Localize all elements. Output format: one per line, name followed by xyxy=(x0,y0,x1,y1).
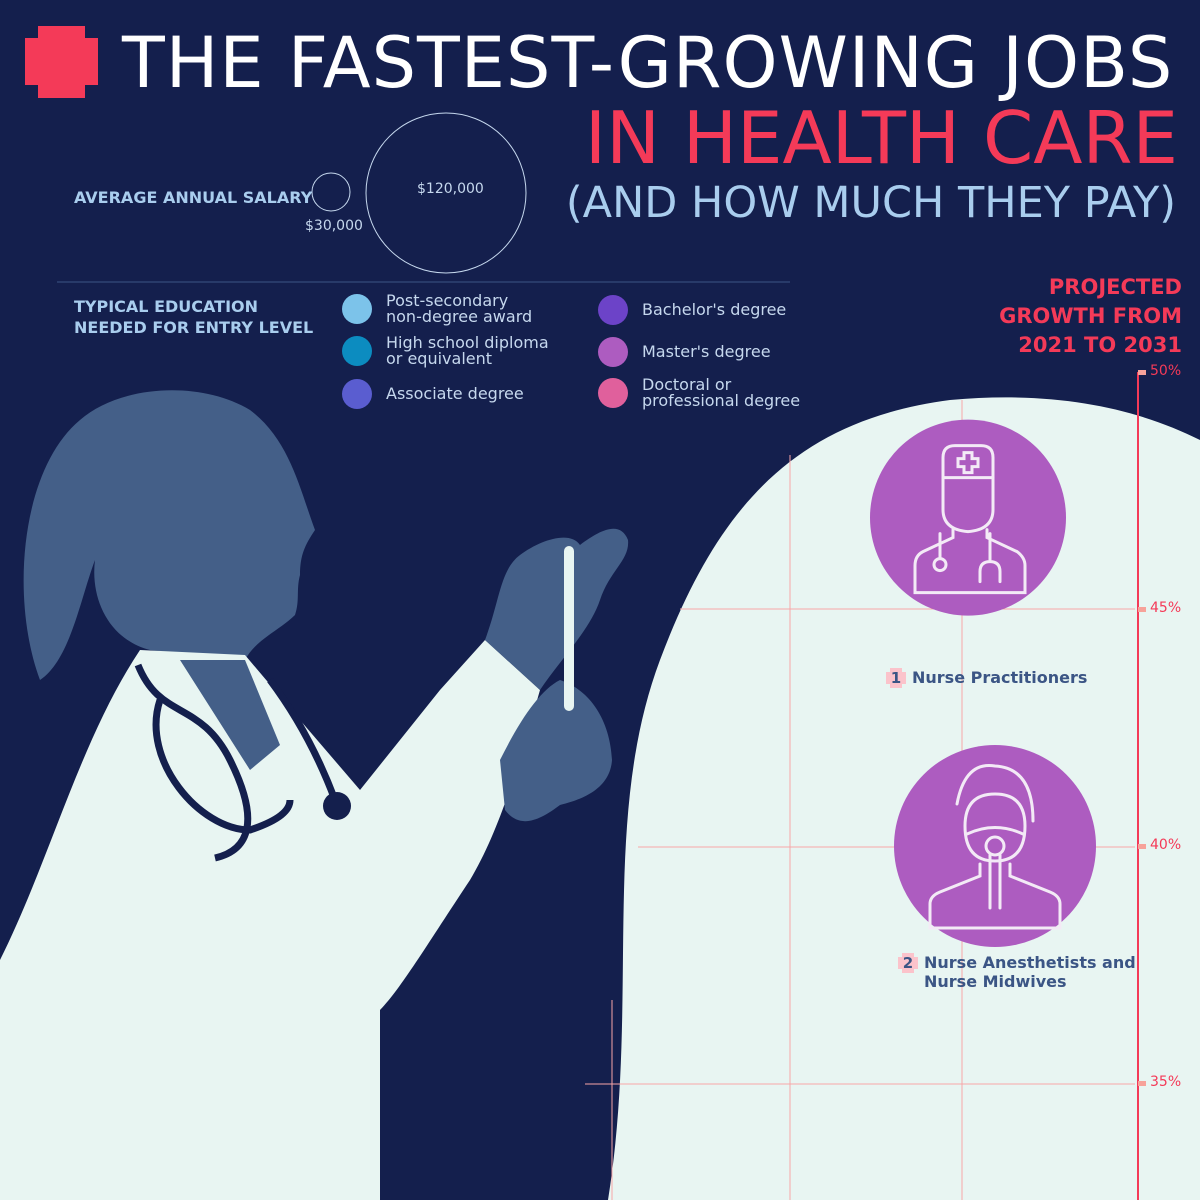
job-label: 2 Nurse Anesthetists and Nurse Midwives xyxy=(898,953,1136,991)
legend-text: Master's degree xyxy=(642,342,771,361)
y-tick-label: 35% xyxy=(1150,1074,1182,1090)
legend-dot xyxy=(342,379,372,409)
medical-cross-icon xyxy=(25,26,98,98)
legend-item-associate: Associate degree xyxy=(342,379,524,409)
title-line-1: THE FASTEST-GROWING JOBS xyxy=(122,22,1174,104)
nurse-silhouette xyxy=(0,390,629,1200)
job-name-line2: Nurse Midwives xyxy=(924,972,1067,991)
rank-badge: 1 xyxy=(886,668,906,688)
legend-text: High school diploma xyxy=(386,333,549,352)
job-bubble xyxy=(870,419,1066,616)
legend-dot xyxy=(598,378,628,408)
thermometer-stick xyxy=(564,546,574,711)
y-tick-mark xyxy=(1138,370,1146,375)
education-label-line1: TYPICAL EDUCATION xyxy=(74,297,259,316)
legend-text: Doctoral or xyxy=(642,375,732,394)
salary-small-label: $30,000 xyxy=(305,218,363,234)
legend-dot xyxy=(342,336,372,366)
legend-text: Post-secondary xyxy=(386,291,509,310)
rank-badge: 2 xyxy=(898,953,918,973)
legend-item-high-school: High school diploma or equivalent xyxy=(342,335,549,367)
salary-circle-large xyxy=(365,112,527,274)
legend-item-bachelors: Bachelor's degree xyxy=(598,295,786,325)
y-tick-label: 50% xyxy=(1150,363,1182,379)
title-line-2: IN HEALTH CARE xyxy=(584,96,1178,180)
legend-text: Associate degree xyxy=(386,384,524,403)
legend-item-masters: Master's degree xyxy=(598,337,771,367)
legend-item-post-secondary: Post-secondary non-degree award xyxy=(342,293,532,325)
job-label: 1 Nurse Practitioners xyxy=(886,668,1087,688)
legend-dot xyxy=(598,295,628,325)
chart-panel xyxy=(608,397,1200,1200)
education-legend-label: TYPICAL EDUCATION NEEDED FOR ENTRY LEVEL xyxy=(74,296,313,338)
patient-with-oxygen-mask-icon xyxy=(928,763,1062,930)
salary-large-label: $120,000 xyxy=(417,181,484,197)
axis-title-line1: PROJECTED xyxy=(1048,275,1182,299)
y-tick-label: 40% xyxy=(1150,837,1182,853)
job-name-line1: Nurse Anesthetists and xyxy=(924,953,1136,972)
y-tick-mark xyxy=(1138,1081,1146,1086)
y-tick-label: 45% xyxy=(1150,600,1182,616)
legend-text: Bachelor's degree xyxy=(642,300,787,319)
y-tick-mark xyxy=(1138,607,1146,612)
title-line-3: (AND HOW MUCH THEY PAY) xyxy=(565,178,1176,228)
legend-dot xyxy=(598,337,628,367)
axis-title: PROJECTED GROWTH FROM 2021 TO 2031 xyxy=(999,273,1182,360)
doctor-with-stethoscope-icon xyxy=(913,444,1027,595)
y-tick-mark xyxy=(1138,844,1146,849)
legend-text: professional degree xyxy=(642,391,801,410)
legend-text: non-degree award xyxy=(386,307,533,326)
legend-item-doctoral: Doctoral or professional degree xyxy=(598,377,800,409)
axis-title-line2: GROWTH FROM xyxy=(999,304,1182,328)
job-name: Nurse Practitioners xyxy=(912,668,1088,687)
axis-title-line3: 2021 TO 2031 xyxy=(1018,333,1182,357)
education-label-line2: NEEDED FOR ENTRY LEVEL xyxy=(74,318,314,337)
legend-text: or equivalent xyxy=(386,349,493,368)
legend-dot xyxy=(342,294,372,324)
salary-legend-label: AVERAGE ANNUAL SALARY xyxy=(74,188,313,207)
job-bubble xyxy=(894,745,1096,947)
salary-circle-small xyxy=(311,172,351,212)
job-name: Nurse Anesthetists and Nurse Midwives xyxy=(924,953,1136,991)
